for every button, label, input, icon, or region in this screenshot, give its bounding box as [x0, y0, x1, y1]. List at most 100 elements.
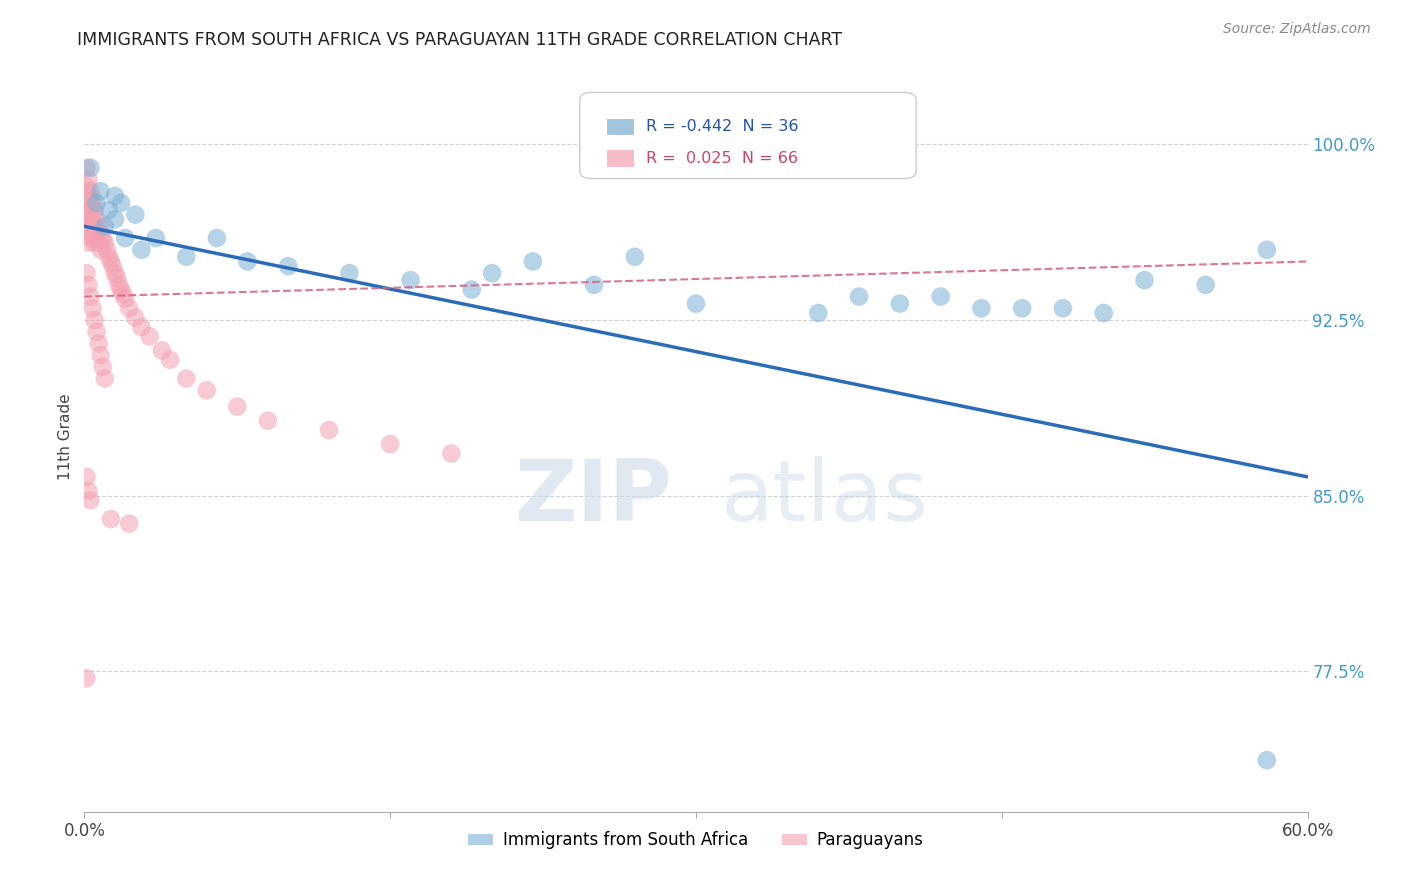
Point [114, 231, 136, 245]
Point [82, 194, 104, 208]
Point [83, 313, 105, 327]
Point [83, 235, 105, 250]
Text: R =  0.025  N = 66: R = 0.025 N = 66 [645, 151, 797, 166]
Point [104, 189, 127, 203]
Point [105, 271, 128, 285]
Point [77, 235, 100, 250]
Point [624, 250, 647, 264]
Point [90, 243, 112, 257]
Point [90, 184, 112, 198]
Text: atlas: atlas [720, 456, 928, 539]
Point [96, 243, 118, 257]
Point [118, 301, 141, 316]
Point [110, 283, 132, 297]
Point [75, 266, 97, 280]
Point [131, 320, 153, 334]
Point [150, 343, 173, 358]
Point [93, 371, 115, 385]
Point [87, 336, 110, 351]
Point [82, 301, 104, 316]
Point [77, 483, 100, 498]
Point [1011, 301, 1033, 316]
Point [75, 470, 97, 484]
Point [83, 202, 105, 217]
Point [77, 219, 100, 234]
Point [93, 219, 115, 234]
Point [195, 383, 218, 397]
Point [79, 184, 101, 198]
Point [583, 277, 606, 292]
Point [257, 414, 280, 428]
Point [90, 348, 112, 362]
Point [124, 310, 146, 325]
Point [112, 287, 135, 301]
Text: IMMIGRANTS FROM SOUTH AFRICA VS PARAGUAYAN 11TH GRADE CORRELATION CHART: IMMIGRANTS FROM SOUTH AFRICA VS PARAGUAY… [77, 31, 842, 49]
Text: Source: ZipAtlas.com: Source: ZipAtlas.com [1223, 22, 1371, 37]
Point [440, 446, 463, 460]
Point [79, 493, 101, 508]
Point [461, 283, 484, 297]
Point [929, 289, 952, 303]
Point [1195, 277, 1218, 292]
Point [277, 259, 299, 273]
Point [159, 352, 181, 367]
Point [75, 194, 97, 208]
Point [124, 208, 146, 222]
Point [83, 219, 105, 234]
Point [97, 250, 120, 264]
Point [93, 235, 115, 250]
Point [75, 161, 97, 175]
Point [339, 266, 361, 280]
Point [481, 266, 503, 280]
Point [82, 227, 104, 241]
Point [807, 306, 830, 320]
Point [174, 371, 197, 385]
FancyBboxPatch shape [606, 150, 634, 167]
Point [1256, 753, 1278, 767]
Point [236, 254, 259, 268]
Point [79, 161, 101, 175]
Point [1092, 306, 1115, 320]
Point [848, 289, 870, 303]
Point [86, 231, 108, 245]
Point [79, 198, 101, 212]
Point [79, 289, 101, 303]
Point [77, 172, 100, 186]
Point [75, 179, 97, 194]
Text: R = -0.442  N = 36: R = -0.442 N = 36 [645, 120, 799, 135]
Point [1052, 301, 1074, 316]
Point [118, 516, 141, 531]
Text: ZIP: ZIP [513, 456, 672, 539]
Point [101, 259, 124, 273]
Point [145, 231, 167, 245]
Point [685, 296, 707, 310]
Point [1256, 243, 1278, 257]
Point [110, 195, 132, 210]
Point [87, 235, 110, 250]
Point [131, 243, 153, 257]
Point [114, 292, 136, 306]
Point [522, 254, 544, 268]
Point [100, 254, 122, 268]
Point [86, 195, 108, 210]
Point [100, 512, 122, 526]
Point [889, 296, 911, 310]
Point [79, 231, 101, 245]
Point [104, 266, 127, 280]
Point [86, 212, 108, 227]
Point [97, 202, 120, 217]
Point [399, 273, 422, 287]
Y-axis label: 11th Grade: 11th Grade [58, 393, 73, 481]
Point [226, 400, 249, 414]
Point [380, 437, 402, 451]
FancyBboxPatch shape [606, 119, 634, 136]
Point [75, 671, 97, 685]
Point [138, 329, 160, 343]
Point [91, 359, 114, 374]
Point [90, 227, 112, 241]
FancyBboxPatch shape [579, 93, 917, 178]
Point [318, 423, 340, 437]
Point [174, 250, 197, 264]
Point [1133, 273, 1156, 287]
Point [77, 277, 100, 292]
